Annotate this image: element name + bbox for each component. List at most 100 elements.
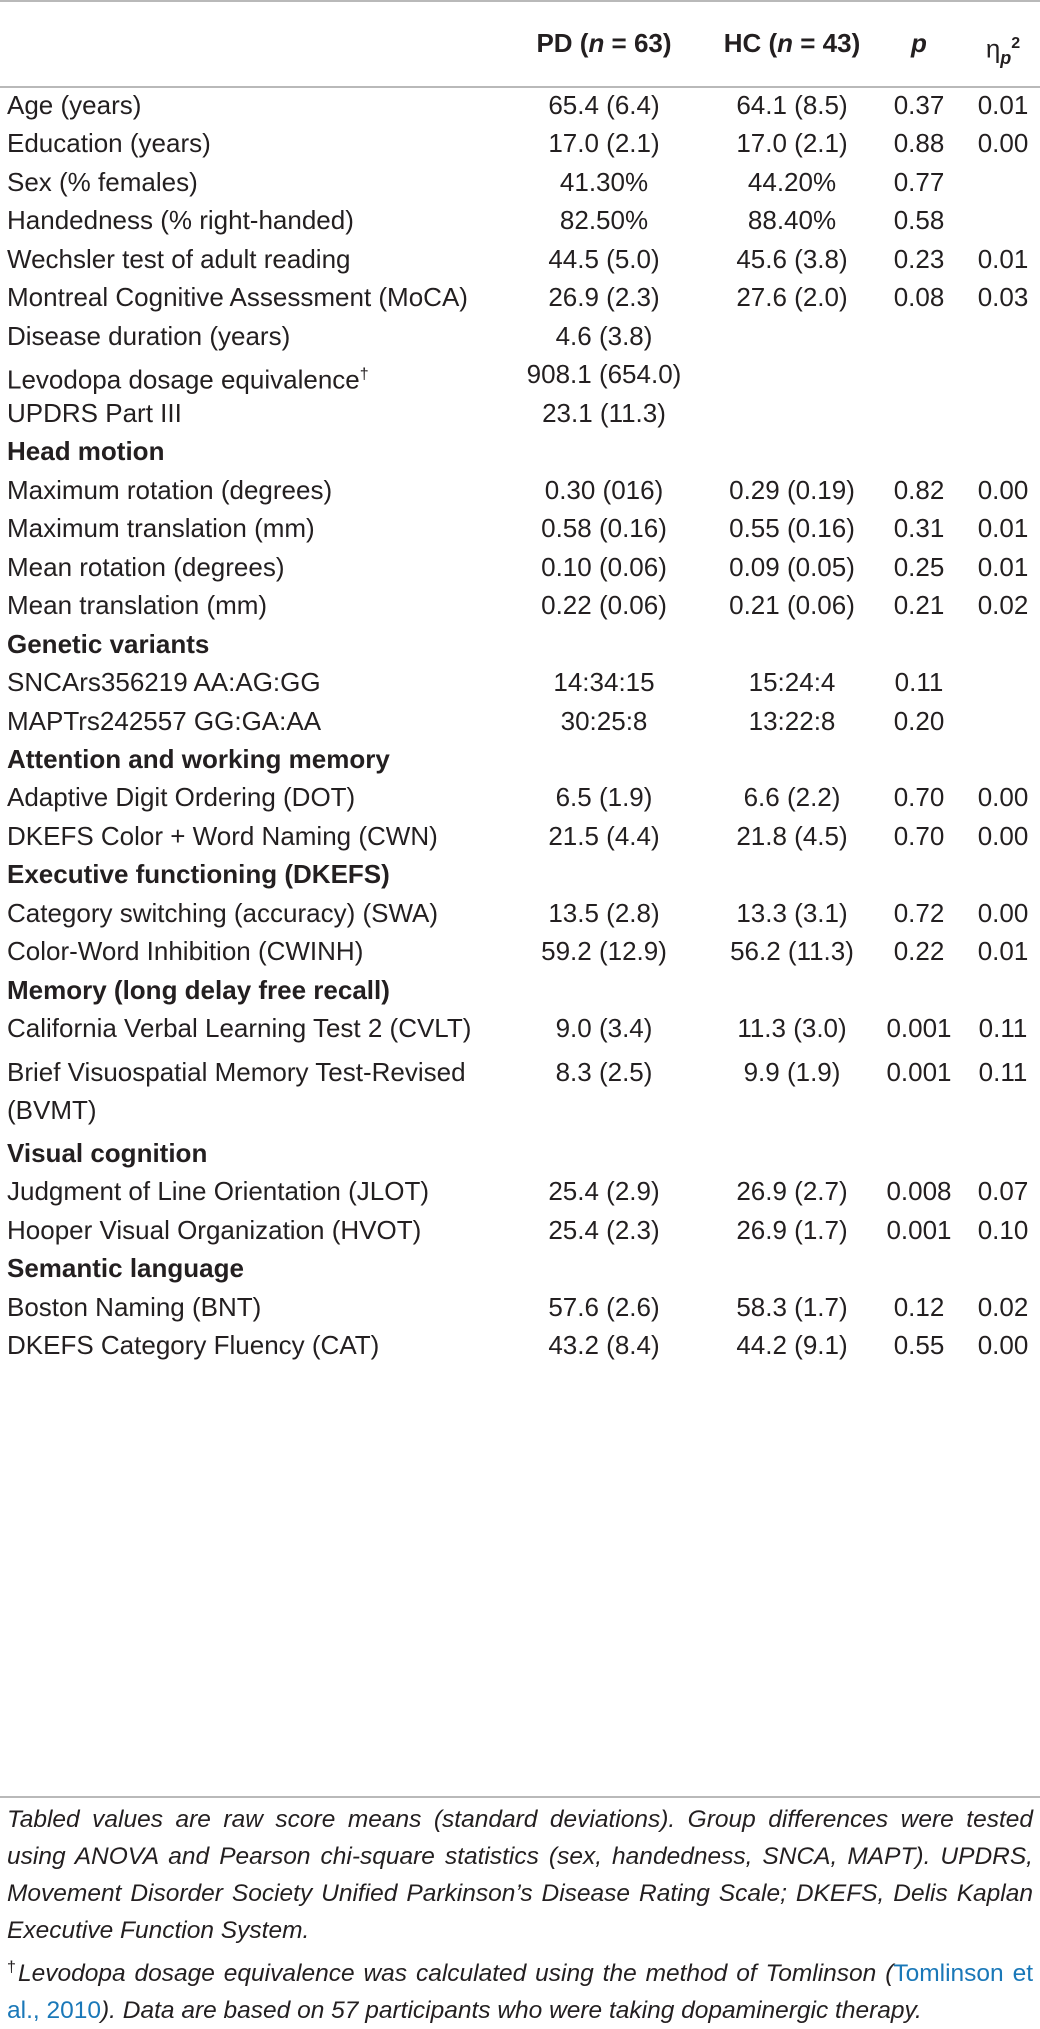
hc-value: 0.21 (0.06): [729, 590, 855, 621]
p-value: 0.72: [893, 897, 945, 928]
eta-value: 0.02: [977, 590, 1029, 621]
row-label: Color-Word Inhibition (CWINH): [7, 936, 364, 967]
pd-value: 44.5 (5.0): [548, 243, 660, 274]
hc-value: 44.20%: [747, 166, 837, 197]
eta-value: 0.01: [977, 936, 1029, 967]
row-label: Montreal Cognitive Assessment (MoCA): [7, 282, 468, 313]
p-value: 0.88: [893, 128, 945, 159]
row-label: Disease duration (years): [7, 320, 291, 351]
p-value: 0.12: [893, 1291, 945, 1322]
row-label: Hooper Visual Organization (HVOT): [7, 1214, 422, 1245]
hc-value: 21.8 (4.5): [736, 820, 848, 851]
header-eta: ηp2: [985, 33, 1021, 68]
table-row: MAPTrs242557 GG:GA:AA 30:25:8 13:22:8 0.20: [0, 703, 1040, 742]
p-value: 0.82: [893, 474, 945, 505]
section-title: Executive functioning (DKEFS): [7, 859, 390, 890]
table-bottom-rule: [0, 1796, 1040, 1798]
pd-value: 4.6 (3.8): [555, 320, 653, 351]
row-label: Maximum rotation (degrees): [7, 474, 333, 505]
eta-value: 0.00: [977, 897, 1029, 928]
row-label: Judgment of Line Orientation (JLOT): [7, 1176, 429, 1207]
hc-value: 15:24:4: [748, 667, 836, 698]
eta-value: 0.01: [977, 513, 1029, 544]
eta-value: 0.11: [978, 1013, 1028, 1044]
table-row: Adaptive Digit Ordering (DOT) 6.5 (1.9) 6.…: [0, 779, 1040, 818]
pd-value: 26.9 (2.3): [548, 282, 660, 313]
pd-value: 0.58 (0.16): [541, 513, 667, 544]
section-header: Genetic variants: [0, 626, 1040, 665]
pd-value: 9.0 (3.4): [555, 1013, 653, 1044]
hc-value: 26.9 (2.7): [736, 1176, 848, 1207]
section-title: Memory (long delay free recall): [7, 974, 390, 1005]
hc-value: 26.9 (1.7): [736, 1214, 848, 1245]
p-value: 0.11: [894, 667, 944, 698]
eta-value: 0.11: [978, 1056, 1028, 1087]
pd-value: 0.10 (0.06): [541, 551, 667, 582]
header-p: p: [911, 28, 927, 58]
p-value: 0.20: [893, 705, 945, 736]
row-label: Category switching (accuracy) (SWA): [7, 897, 439, 928]
table-row: Category switching (accuracy) (SWA) 13.5 …: [0, 895, 1040, 934]
p-value: 0.58: [893, 205, 945, 236]
table-row: UPDRS Part III 23.1 (11.3): [0, 395, 1040, 434]
header-row: PD (n = 63) HC (n = 43) p ηp2: [0, 2, 1040, 85]
table-row: Judgment of Line Orientation (JLOT) 25.4 …: [0, 1173, 1040, 1212]
note-main: Tabled values are raw score means (stand…: [7, 1806, 1033, 1944]
p-value: 0.31: [893, 513, 945, 544]
section-title: Head motion: [7, 436, 165, 467]
eta-value: 0.07: [977, 1176, 1029, 1207]
pd-value: 57.6 (2.6): [548, 1291, 660, 1322]
table-row: DKEFS Color + Word Naming (CWN) 21.5 (4.4…: [0, 818, 1040, 857]
section-header: Visual cognition: [0, 1135, 1040, 1174]
hc-value: 27.6 (2.0): [736, 282, 848, 313]
hc-value: 88.40%: [747, 205, 837, 236]
p-value: 0.008: [886, 1176, 952, 1207]
p-value: 0.22: [893, 936, 945, 967]
pd-value: 17.0 (2.1): [548, 128, 660, 159]
pd-value: 8.3 (2.5): [555, 1056, 653, 1087]
pd-value: 21.5 (4.4): [548, 820, 660, 851]
table-row: Sex (% females) 41.30% 44.20% 0.77: [0, 164, 1040, 203]
row-label: California Verbal Learning Test 2 (CVLT): [7, 1013, 472, 1044]
eta-value: 0.10: [977, 1214, 1029, 1245]
hc-value: 0.55 (0.16): [729, 513, 855, 544]
hc-value: 13.3 (3.1): [736, 897, 848, 928]
row-label: DKEFS Color + Word Naming (CWN): [7, 820, 438, 851]
p-value: 0.77: [893, 166, 945, 197]
row-label: Brief Visuospatial Memory Test-Revised (B…: [7, 1056, 466, 1125]
hc-value: 64.1 (8.5): [736, 90, 848, 120]
table-row: DKEFS Category Fluency (CAT) 43.2 (8.4) 44…: [0, 1327, 1040, 1366]
eta-value: 0.03: [977, 282, 1029, 313]
table-row: California Verbal Learning Test 2 (CVLT)…: [0, 1010, 1040, 1049]
hc-value: 0.09 (0.05): [729, 551, 855, 582]
table-row: Brief Visuospatial Memory Test-Revised (B…: [0, 1049, 1040, 1135]
row-label: Boston Naming (BNT): [7, 1291, 262, 1322]
section-header: Semantic language: [0, 1250, 1040, 1289]
hc-value: 11.3 (3.0): [737, 1013, 847, 1044]
p-value: 0.70: [893, 820, 945, 851]
table-notes: Tabled values are raw score means (stand…: [7, 1801, 1033, 2029]
table-row: Handedness (% right-handed) 82.50% 88.40% 0…: [0, 202, 1040, 241]
table-row: Boston Naming (BNT) 57.6 (2.6) 58.3 (1.7) 0…: [0, 1289, 1040, 1328]
eta-value: 0.00: [977, 1330, 1029, 1361]
hc-value: 17.0 (2.1): [736, 128, 848, 159]
header-pd: PD (n = 63): [536, 28, 672, 58]
hc-value: 13:22:8: [748, 705, 836, 736]
row-label: Mean translation (mm): [7, 590, 268, 621]
table-row: Levodopa dosage equivalence† 908.1 (654.0…: [0, 356, 1040, 395]
row-label: DKEFS Category Fluency (CAT): [7, 1330, 380, 1361]
row-label: Mean rotation (degrees): [7, 551, 285, 582]
row-label: Age (years): [7, 90, 142, 120]
eta-value: 0.01: [977, 90, 1029, 120]
eta-value: 0.00: [977, 474, 1029, 505]
pd-value: 82.50%: [559, 205, 649, 236]
pd-value: 25.4 (2.9): [548, 1176, 660, 1207]
row-label: Handedness (% right-handed): [7, 205, 354, 236]
table-row: Maximum rotation (degrees) 0.30 (016) 0.29…: [0, 472, 1040, 511]
pd-value: 908.1 (654.0): [526, 359, 682, 390]
dagger-mark: †: [359, 366, 369, 384]
table-row: Disease duration (years) 4.6 (3.8): [0, 318, 1040, 357]
pd-value: 25.4 (2.3): [548, 1214, 660, 1245]
pd-value: 14:34:15: [553, 667, 655, 698]
pd-value: 43.2 (8.4): [548, 1330, 660, 1361]
